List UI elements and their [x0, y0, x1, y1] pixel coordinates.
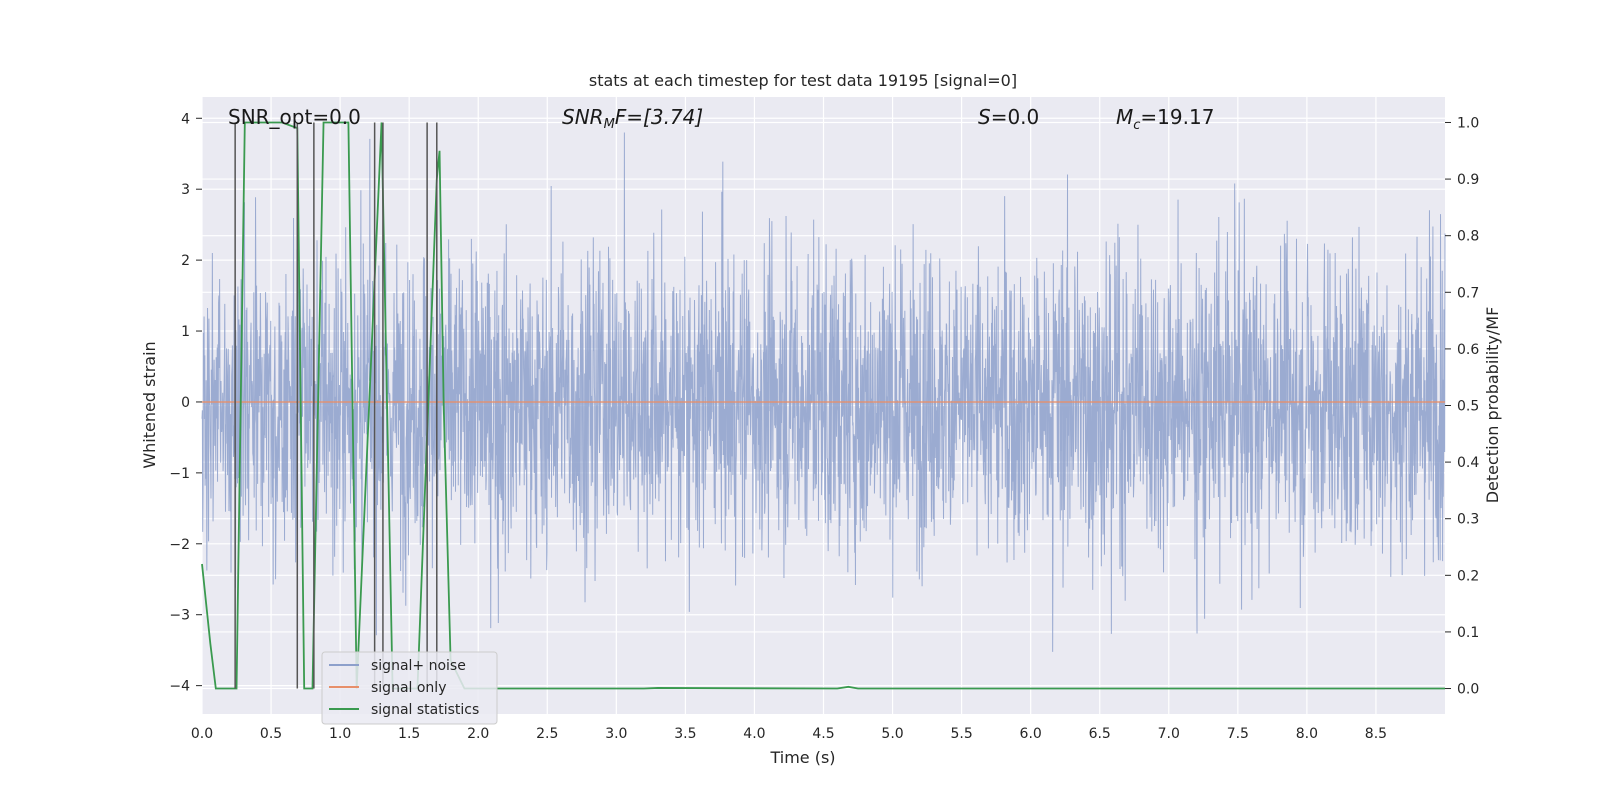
- y-tick-label: −3: [169, 608, 190, 624]
- y-tick-label: 1: [181, 324, 190, 340]
- x-tick-label: 0.0: [191, 726, 213, 742]
- y2-tick-label: 0.3: [1457, 512, 1479, 528]
- y-tick-label: 4: [181, 111, 190, 127]
- x-tick-label: 8.5: [1365, 726, 1387, 742]
- series-line-signal-statistics: [201, 121, 1445, 690]
- x-tick-label: 2.5: [536, 726, 558, 742]
- y-axis-ticks: 4 3 2 1 0 −1 −2 −3 −4: [169, 111, 202, 695]
- x-tick-label: 3.0: [605, 726, 627, 742]
- y2-tick-label: 0.2: [1457, 568, 1479, 584]
- vertical-markers: [234, 122, 438, 689]
- x-tick-label: 2.0: [467, 726, 489, 742]
- annotation-snr-mf: SNRMF=[3.74]: [562, 105, 703, 132]
- y2-axis-ticks: 1.0 0.9 0.8 0.7 0.6 0.5 0.4 0.3 0.2 0.1 0.0: [1445, 115, 1479, 698]
- annotation-mc: Mc=19.17: [1116, 105, 1214, 133]
- y2-tick-label: 0.5: [1457, 399, 1479, 415]
- series-line-signal-noise: [201, 132, 1446, 652]
- y-tick-label: 3: [181, 182, 190, 198]
- y2-tick-label: 0.1: [1457, 625, 1479, 641]
- x-tick-label: 1.5: [398, 726, 420, 742]
- y-tick-label: −2: [169, 537, 190, 553]
- x-tick-label: 6.5: [1089, 726, 1111, 742]
- annotation-s: S=0.0: [978, 105, 1039, 129]
- series-signal-statistics: [201, 121, 1445, 690]
- x-tick-label: 1.0: [329, 726, 351, 742]
- y-tick-label: −1: [169, 466, 190, 482]
- series-signal-noise: [201, 132, 1446, 652]
- x-tick-label: 4.5: [812, 726, 834, 742]
- y2-tick-label: 0.4: [1457, 455, 1479, 471]
- legend-entry-signal-statistics: signal statistics: [371, 702, 479, 718]
- y-tick-label: 0: [181, 395, 190, 411]
- y2-tick-label: 1.0: [1457, 115, 1479, 131]
- y-axis-label: Whitened strain: [140, 341, 159, 468]
- legend-box: [321, 651, 498, 725]
- y2-tick-label: 0.0: [1457, 682, 1479, 698]
- x-tick-label: 7.5: [1227, 726, 1249, 742]
- x-tick-label: 6.0: [1020, 726, 1042, 742]
- chart-title: stats at each timestep for test data 191…: [589, 71, 1017, 90]
- annotation-snr-opt: SNR_opt=0.0: [228, 105, 361, 129]
- y2-axis-label: Detection probability/MF: [1483, 307, 1502, 504]
- legend: signal+ noise signal only signal statist…: [321, 651, 498, 725]
- x-axis-ticks: 0.0 0.5 1.0 1.5 2.0 2.5 3.0 3.5 4.0 4.5 5.0 5.5 6.0 6…: [191, 726, 1387, 742]
- x-axis-label: Time (s): [769, 748, 835, 767]
- x-tick-label: 0.5: [260, 726, 282, 742]
- x-tick-label: 5.5: [950, 726, 972, 742]
- y2-tick-label: 0.6: [1457, 342, 1479, 358]
- y-tick-label: −4: [169, 679, 190, 695]
- y-tick-label: 2: [181, 253, 190, 269]
- y2-tick-label: 0.9: [1457, 172, 1479, 188]
- x-tick-label: 7.0: [1158, 726, 1180, 742]
- y2-tick-label: 0.7: [1457, 285, 1479, 301]
- x-tick-label: 3.5: [674, 726, 696, 742]
- x-tick-label: 8.0: [1296, 726, 1318, 742]
- legend-entry-signal-only: signal only: [371, 680, 446, 696]
- y2-tick-label: 0.8: [1457, 229, 1479, 245]
- legend-entry-signal-noise: signal+ noise: [371, 658, 466, 674]
- x-tick-label: 4.0: [743, 726, 765, 742]
- x-tick-label: 5.0: [881, 726, 903, 742]
